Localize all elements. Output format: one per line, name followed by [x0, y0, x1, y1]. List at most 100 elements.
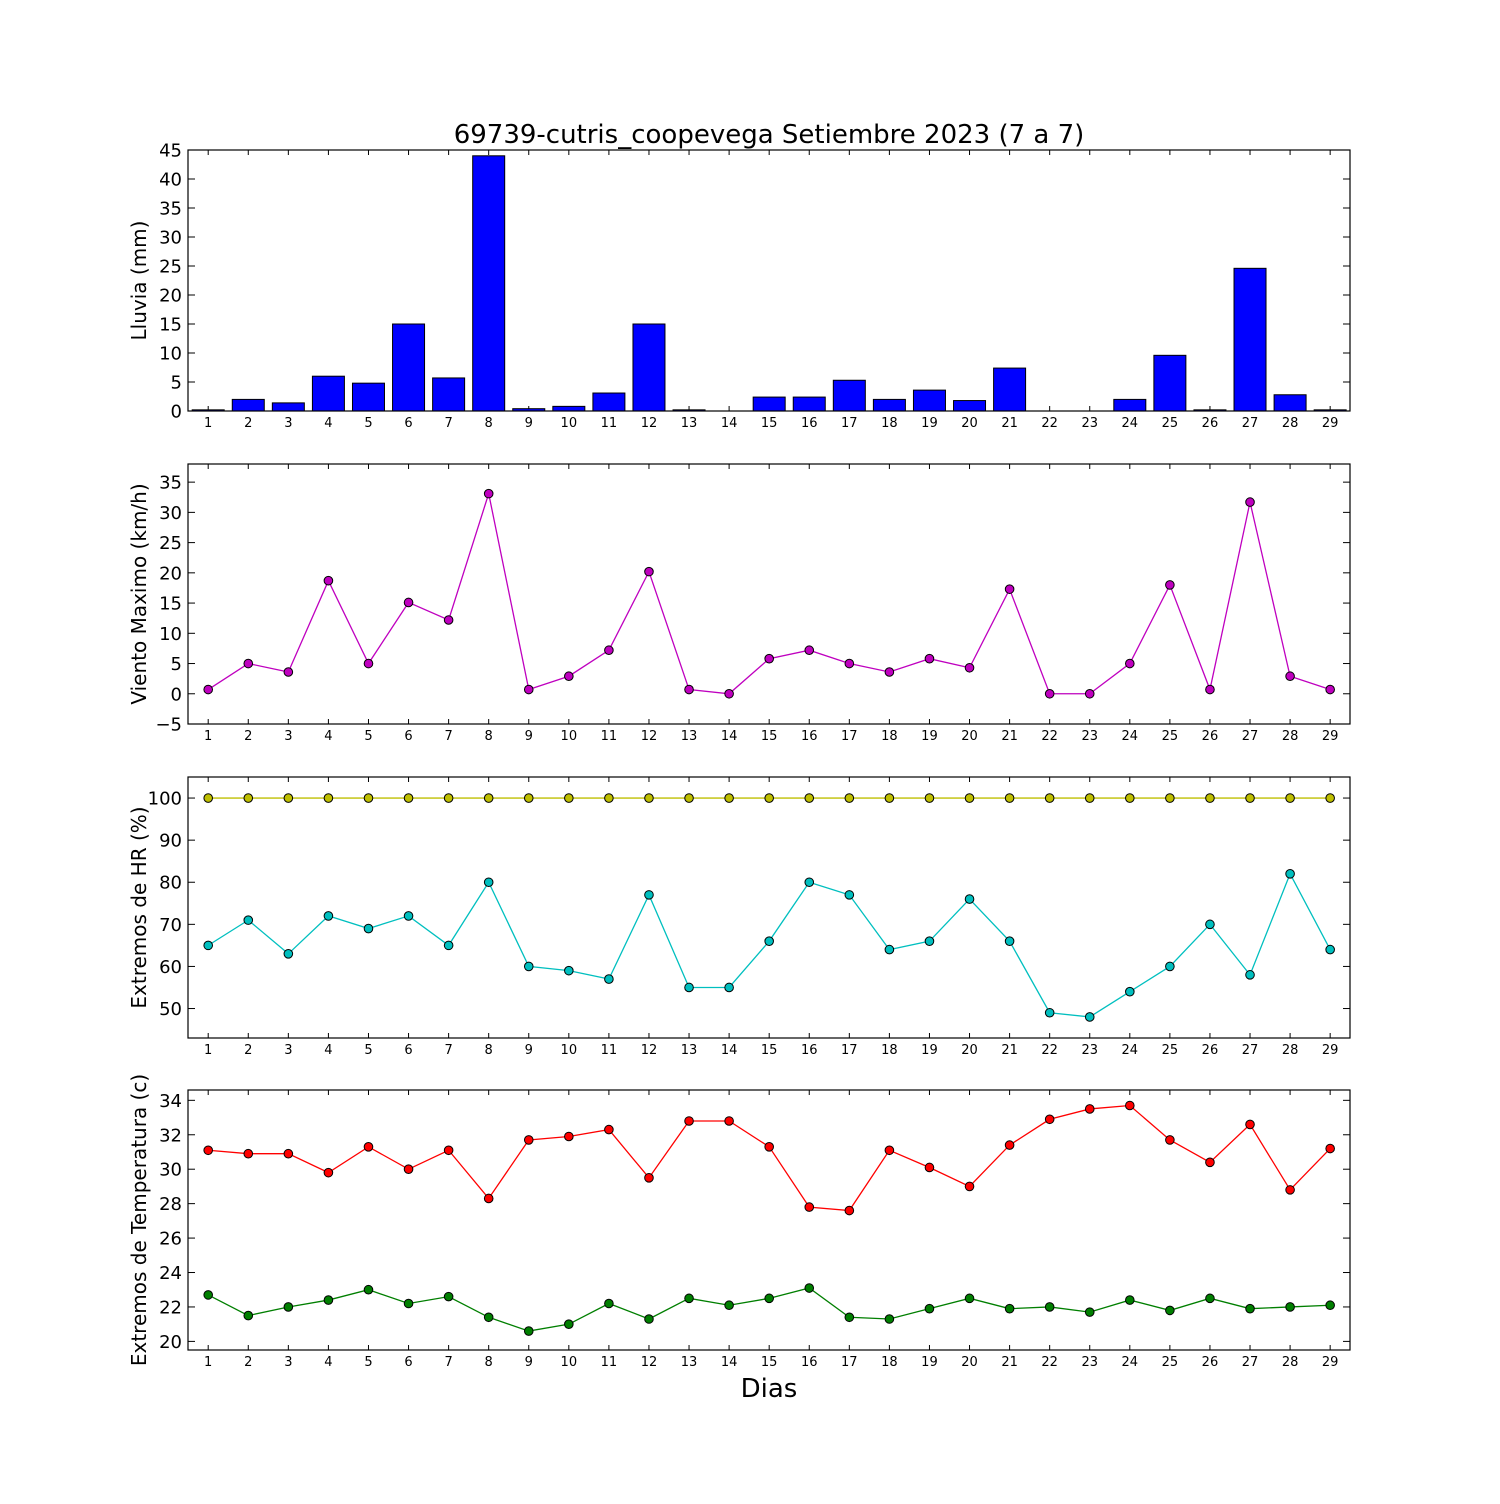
data-point: [203, 1145, 213, 1156]
x-tick-label: 24: [1122, 416, 1139, 431]
x-tick-label: 29: [1322, 1355, 1339, 1370]
x-tick-label: 11: [601, 1355, 618, 1370]
x-tick-label: 19: [921, 416, 938, 431]
y-tick-label: 5: [171, 654, 182, 675]
plot-frame: [187, 1089, 1351, 1351]
data-point: [243, 1310, 254, 1321]
y-tick-label: 0: [171, 402, 182, 423]
data-point: [483, 877, 494, 888]
data-point: [403, 1298, 414, 1309]
x-tick-label: 18: [881, 1355, 898, 1370]
x-axis-label: Dias: [741, 1374, 798, 1404]
bar: [632, 323, 666, 412]
data-point: [1084, 793, 1095, 803]
y-tick-label: 100: [148, 789, 182, 810]
data-point: [1165, 961, 1175, 972]
x-tick-label: 1: [204, 1043, 212, 1058]
x-tick-label: 26: [1202, 1355, 1219, 1370]
data-point: [964, 662, 975, 673]
data-point: [243, 915, 254, 925]
x-tick-label: 20: [961, 1355, 978, 1370]
data-point: [403, 911, 414, 921]
x-tick-label: 13: [681, 416, 698, 431]
bar: [552, 405, 586, 412]
data-point: [283, 1302, 294, 1312]
x-tick-label: 15: [761, 729, 778, 744]
x-tick-label: 6: [404, 729, 412, 744]
bar: [1113, 398, 1147, 412]
data-point: [964, 1293, 975, 1304]
data-point: [564, 671, 574, 682]
data-point: [1205, 684, 1215, 695]
x-tick-label: 1: [204, 729, 212, 744]
bar: [592, 392, 626, 412]
data-point: [564, 793, 574, 803]
y-tick-label: 35: [159, 473, 182, 494]
data-point: [804, 1202, 815, 1212]
x-tick-label: 20: [961, 729, 978, 744]
data-point: [1084, 1307, 1095, 1317]
bar: [832, 379, 866, 412]
x-tick-label: 19: [921, 1043, 938, 1058]
data-point: [1165, 1135, 1175, 1145]
x-tick-label: 1: [204, 416, 212, 431]
x-tick-label: 12: [641, 1355, 658, 1370]
bar: [311, 375, 345, 412]
data-point: [884, 1314, 895, 1324]
data-point: [1245, 1119, 1255, 1130]
x-tick-label: 18: [881, 729, 898, 744]
x-tick-label: 8: [485, 416, 493, 431]
data-point: [964, 894, 975, 904]
x-tick-label: 23: [1081, 416, 1098, 431]
y-axis-label: Lluvia (mm): [127, 221, 151, 341]
x-tick-label: 20: [961, 416, 978, 431]
x-tick-label: 2: [244, 416, 252, 431]
data-point: [283, 1148, 294, 1159]
x-tick-label: 7: [444, 1043, 452, 1058]
data-point: [1004, 1140, 1015, 1150]
x-tick-label: 6: [404, 1355, 412, 1370]
x-tick-label: 3: [284, 416, 292, 431]
y-tick-label: 60: [159, 957, 182, 978]
x-tick-label: 29: [1322, 416, 1339, 431]
x-tick-label: 10: [561, 729, 578, 744]
data-point: [1285, 869, 1295, 879]
data-point: [644, 1173, 654, 1183]
data-point: [1245, 970, 1255, 980]
y-tick-label: 80: [159, 873, 182, 894]
data-point: [884, 793, 895, 803]
x-tick-label: 17: [841, 1043, 858, 1058]
x-tick-label: 11: [601, 1043, 618, 1058]
y-axis-label: Extremos de Temperatura (c): [127, 1074, 151, 1366]
x-tick-label: 5: [364, 729, 372, 744]
x-tick-label: 27: [1242, 416, 1259, 431]
x-tick-label: 19: [921, 1355, 938, 1370]
data-point: [924, 1162, 935, 1173]
data-point: [243, 658, 254, 669]
x-tick-label: 26: [1202, 416, 1219, 431]
x-tick-label: 22: [1041, 416, 1058, 431]
data-point: [1044, 1007, 1055, 1018]
y-tick-label: 35: [159, 199, 182, 220]
data-point: [283, 667, 294, 677]
data-point: [1044, 1302, 1055, 1312]
data-point: [403, 1164, 414, 1175]
data-point: [724, 688, 734, 699]
y-tick-label: 28: [159, 1194, 182, 1215]
data-point: [844, 658, 855, 669]
data-point: [1205, 1157, 1215, 1168]
x-tick-label: 13: [681, 729, 698, 744]
x-tick-label: 9: [525, 1043, 533, 1058]
data-point: [1004, 936, 1015, 946]
data-point: [804, 1283, 815, 1293]
x-tick-label: 10: [561, 1355, 578, 1370]
y-tick-label: 90: [159, 831, 182, 852]
y-tick-label: 20: [159, 563, 182, 584]
series-line-1: [207, 491, 1331, 695]
bar: [792, 396, 826, 412]
data-point: [724, 793, 734, 803]
data-point: [403, 597, 414, 608]
y-tick-label: 40: [159, 170, 182, 191]
y-tick-label: 10: [159, 344, 182, 365]
data-point: [483, 793, 494, 803]
